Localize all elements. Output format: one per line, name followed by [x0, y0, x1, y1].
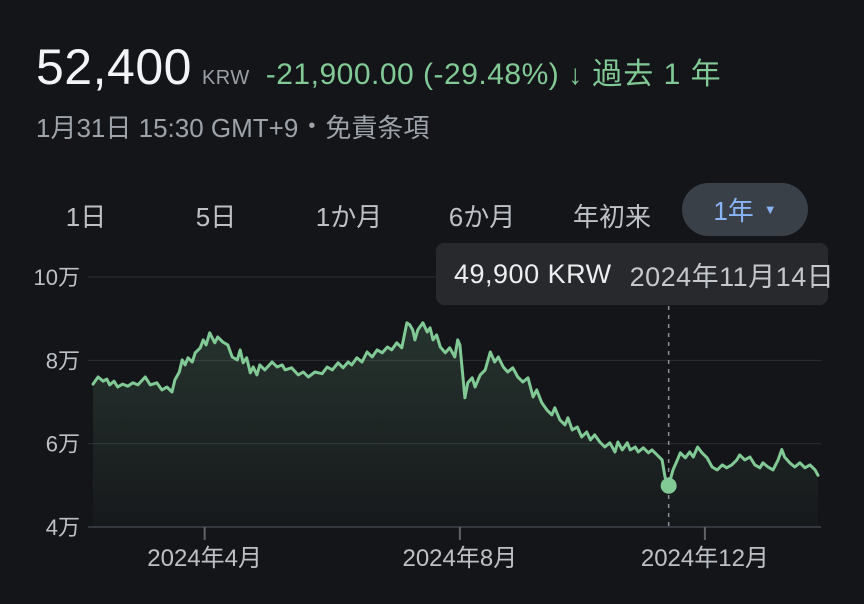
x-axis-label: 2024年12月 — [641, 545, 769, 572]
x-axis-label: 2024年8月 — [402, 545, 517, 572]
quote-meta-line: 1月31日 15:30 GMT+9 • 免責条項 — [36, 108, 429, 145]
separator-dot: • — [308, 115, 316, 137]
price-change: -21,900.00 (-29.48%) — [265, 58, 560, 91]
y-axis-label: 4万 — [46, 515, 80, 540]
tab-6m[interactable]: 6か月 — [449, 197, 515, 234]
change-period-label: 過去 1 年 — [592, 58, 722, 91]
disclaimer-link[interactable]: 免責条項 — [325, 113, 430, 143]
tab-1d[interactable]: 1日 — [66, 197, 106, 234]
current-price: 52,400 — [36, 39, 192, 95]
y-axis-label: 6万 — [46, 432, 80, 457]
x-axis-label: 2024年4月 — [147, 545, 262, 572]
quote-timestamp: 1月31日 15:30 GMT+9 — [36, 113, 299, 143]
chevron-down-icon: ▼ — [763, 202, 777, 217]
hover-tooltip: 49,900 KRW 2024年11月14日 — [436, 243, 834, 305]
currency-code: KRW — [201, 67, 250, 89]
selected-range-label: 1年 — [713, 196, 754, 226]
tooltip-price: 49,900 KRW — [454, 258, 612, 289]
tab-ytd[interactable]: 年初来 — [573, 197, 651, 234]
y-axis-label: 10万 — [34, 265, 80, 290]
hover-point-dot — [660, 477, 677, 494]
price-header: 52,400 KRW -21,900.00 (-29.48%) ↓ 過去 1 年 — [36, 38, 722, 96]
down-arrow-icon: ↓ — [568, 59, 583, 90]
tab-1m[interactable]: 1か月 — [316, 197, 382, 234]
price-line — [91, 321, 820, 488]
tab-5d[interactable]: 5日 — [196, 197, 236, 234]
area-fill — [93, 322, 818, 527]
tooltip-date: 2024年11月14日 — [629, 261, 835, 292]
price-chart[interactable]: 10万 8万 6万 4万 2024年4月 2024年8月 2024年12月 — [0, 250, 864, 604]
y-axis-label: 8万 — [46, 348, 80, 373]
tab-1y-dropdown[interactable]: 1年 ▼ — [682, 183, 808, 236]
